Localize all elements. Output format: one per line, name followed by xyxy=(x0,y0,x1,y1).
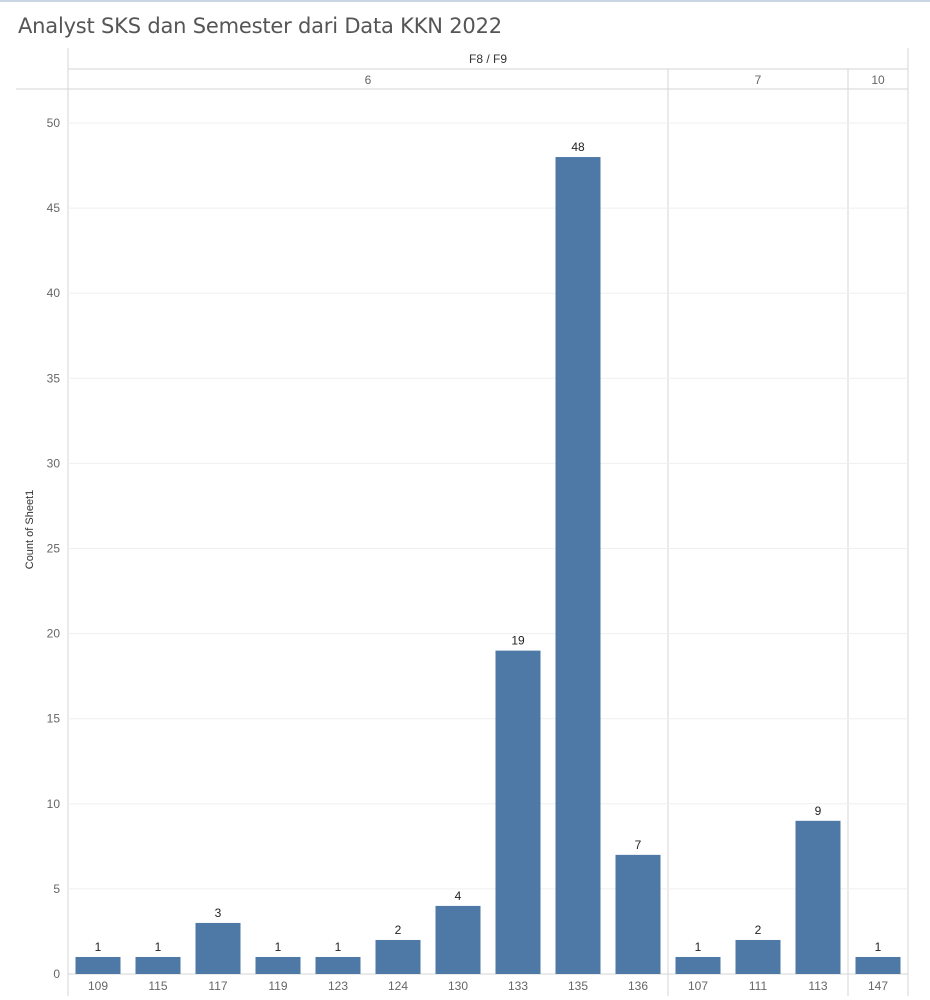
data-label: 9 xyxy=(815,804,822,818)
bar xyxy=(495,650,541,974)
y-tick-label: 20 xyxy=(47,627,61,641)
x-tick-label: 115 xyxy=(148,979,167,993)
bar xyxy=(675,956,721,974)
x-tick-label: 136 xyxy=(628,979,648,993)
data-label: 7 xyxy=(635,838,642,852)
y-tick-label: 10 xyxy=(47,797,61,811)
data-label: 48 xyxy=(571,140,585,154)
y-tick-label: 25 xyxy=(47,542,61,556)
x-tick-label: 109 xyxy=(88,979,108,993)
bar xyxy=(735,939,781,974)
x-tick-label: 123 xyxy=(328,979,348,993)
y-tick-label: 35 xyxy=(47,371,61,385)
column-header: F8 / F9 xyxy=(469,52,507,66)
group-header-label: 6 xyxy=(365,73,372,87)
bar xyxy=(555,157,601,975)
data-label: 1 xyxy=(695,940,702,954)
column-headers: F8 / F9 6 7 10 xyxy=(365,52,885,87)
bar xyxy=(375,939,421,974)
x-tick-label: 119 xyxy=(268,979,287,993)
bar xyxy=(855,956,901,974)
data-label: 1 xyxy=(275,940,282,954)
x-tick-label: 130 xyxy=(448,979,468,993)
x-tick-label: 135 xyxy=(568,979,588,993)
data-label: 1 xyxy=(875,940,882,954)
data-label: 2 xyxy=(755,923,762,937)
data-label: 1 xyxy=(95,940,102,954)
y-tick-label: 5 xyxy=(53,882,60,896)
x-axis: 109 115 117 119 123 124 130 133 135 136 107 111 113 1… xyxy=(88,979,888,993)
chart-frame xyxy=(16,48,909,996)
y-tick-label: 40 xyxy=(47,286,61,300)
y-tick-label: 45 xyxy=(47,201,61,215)
data-labels: 1 1 3 1 1 2 4 19 48 7 1 2 9 1 xyxy=(95,140,882,954)
data-label: 1 xyxy=(155,940,162,954)
x-tick-label: 113 xyxy=(808,979,827,993)
gridlines xyxy=(68,122,908,890)
bar xyxy=(195,922,241,974)
group-header-label: 7 xyxy=(755,73,762,87)
x-tick-label: 117 xyxy=(208,979,227,993)
data-label: 4 xyxy=(455,889,462,903)
x-tick-label: 124 xyxy=(388,979,408,993)
x-tick-label: 147 xyxy=(868,979,888,993)
bar xyxy=(615,854,661,974)
bar xyxy=(435,905,481,974)
bar xyxy=(75,956,121,974)
bar xyxy=(795,820,841,974)
top-border xyxy=(0,0,930,2)
data-label: 19 xyxy=(511,634,525,648)
y-tick-label: 15 xyxy=(47,712,61,726)
x-tick-label: 111 xyxy=(749,979,768,993)
x-tick-label: 107 xyxy=(688,979,708,993)
y-axis-title: Count of Sheet1 xyxy=(24,490,36,570)
bar xyxy=(315,956,361,974)
y-tick-label: 0 xyxy=(53,967,60,981)
y-tick-label: 30 xyxy=(47,456,61,470)
chart-title: Analyst SKS dan Semester dari Data KKN 2… xyxy=(18,14,502,38)
data-label: 2 xyxy=(395,923,402,937)
y-tick-label: 50 xyxy=(47,116,61,130)
x-tick-label: 133 xyxy=(508,979,528,993)
data-label: 1 xyxy=(335,940,342,954)
y-axis: 0 5 10 15 20 25 30 35 40 45 50 Count of Sheet1 xyxy=(24,116,60,981)
data-label: 3 xyxy=(215,906,222,920)
bars xyxy=(75,157,901,975)
bar xyxy=(135,956,181,974)
bar xyxy=(255,956,301,974)
group-header-label: 10 xyxy=(871,73,885,87)
